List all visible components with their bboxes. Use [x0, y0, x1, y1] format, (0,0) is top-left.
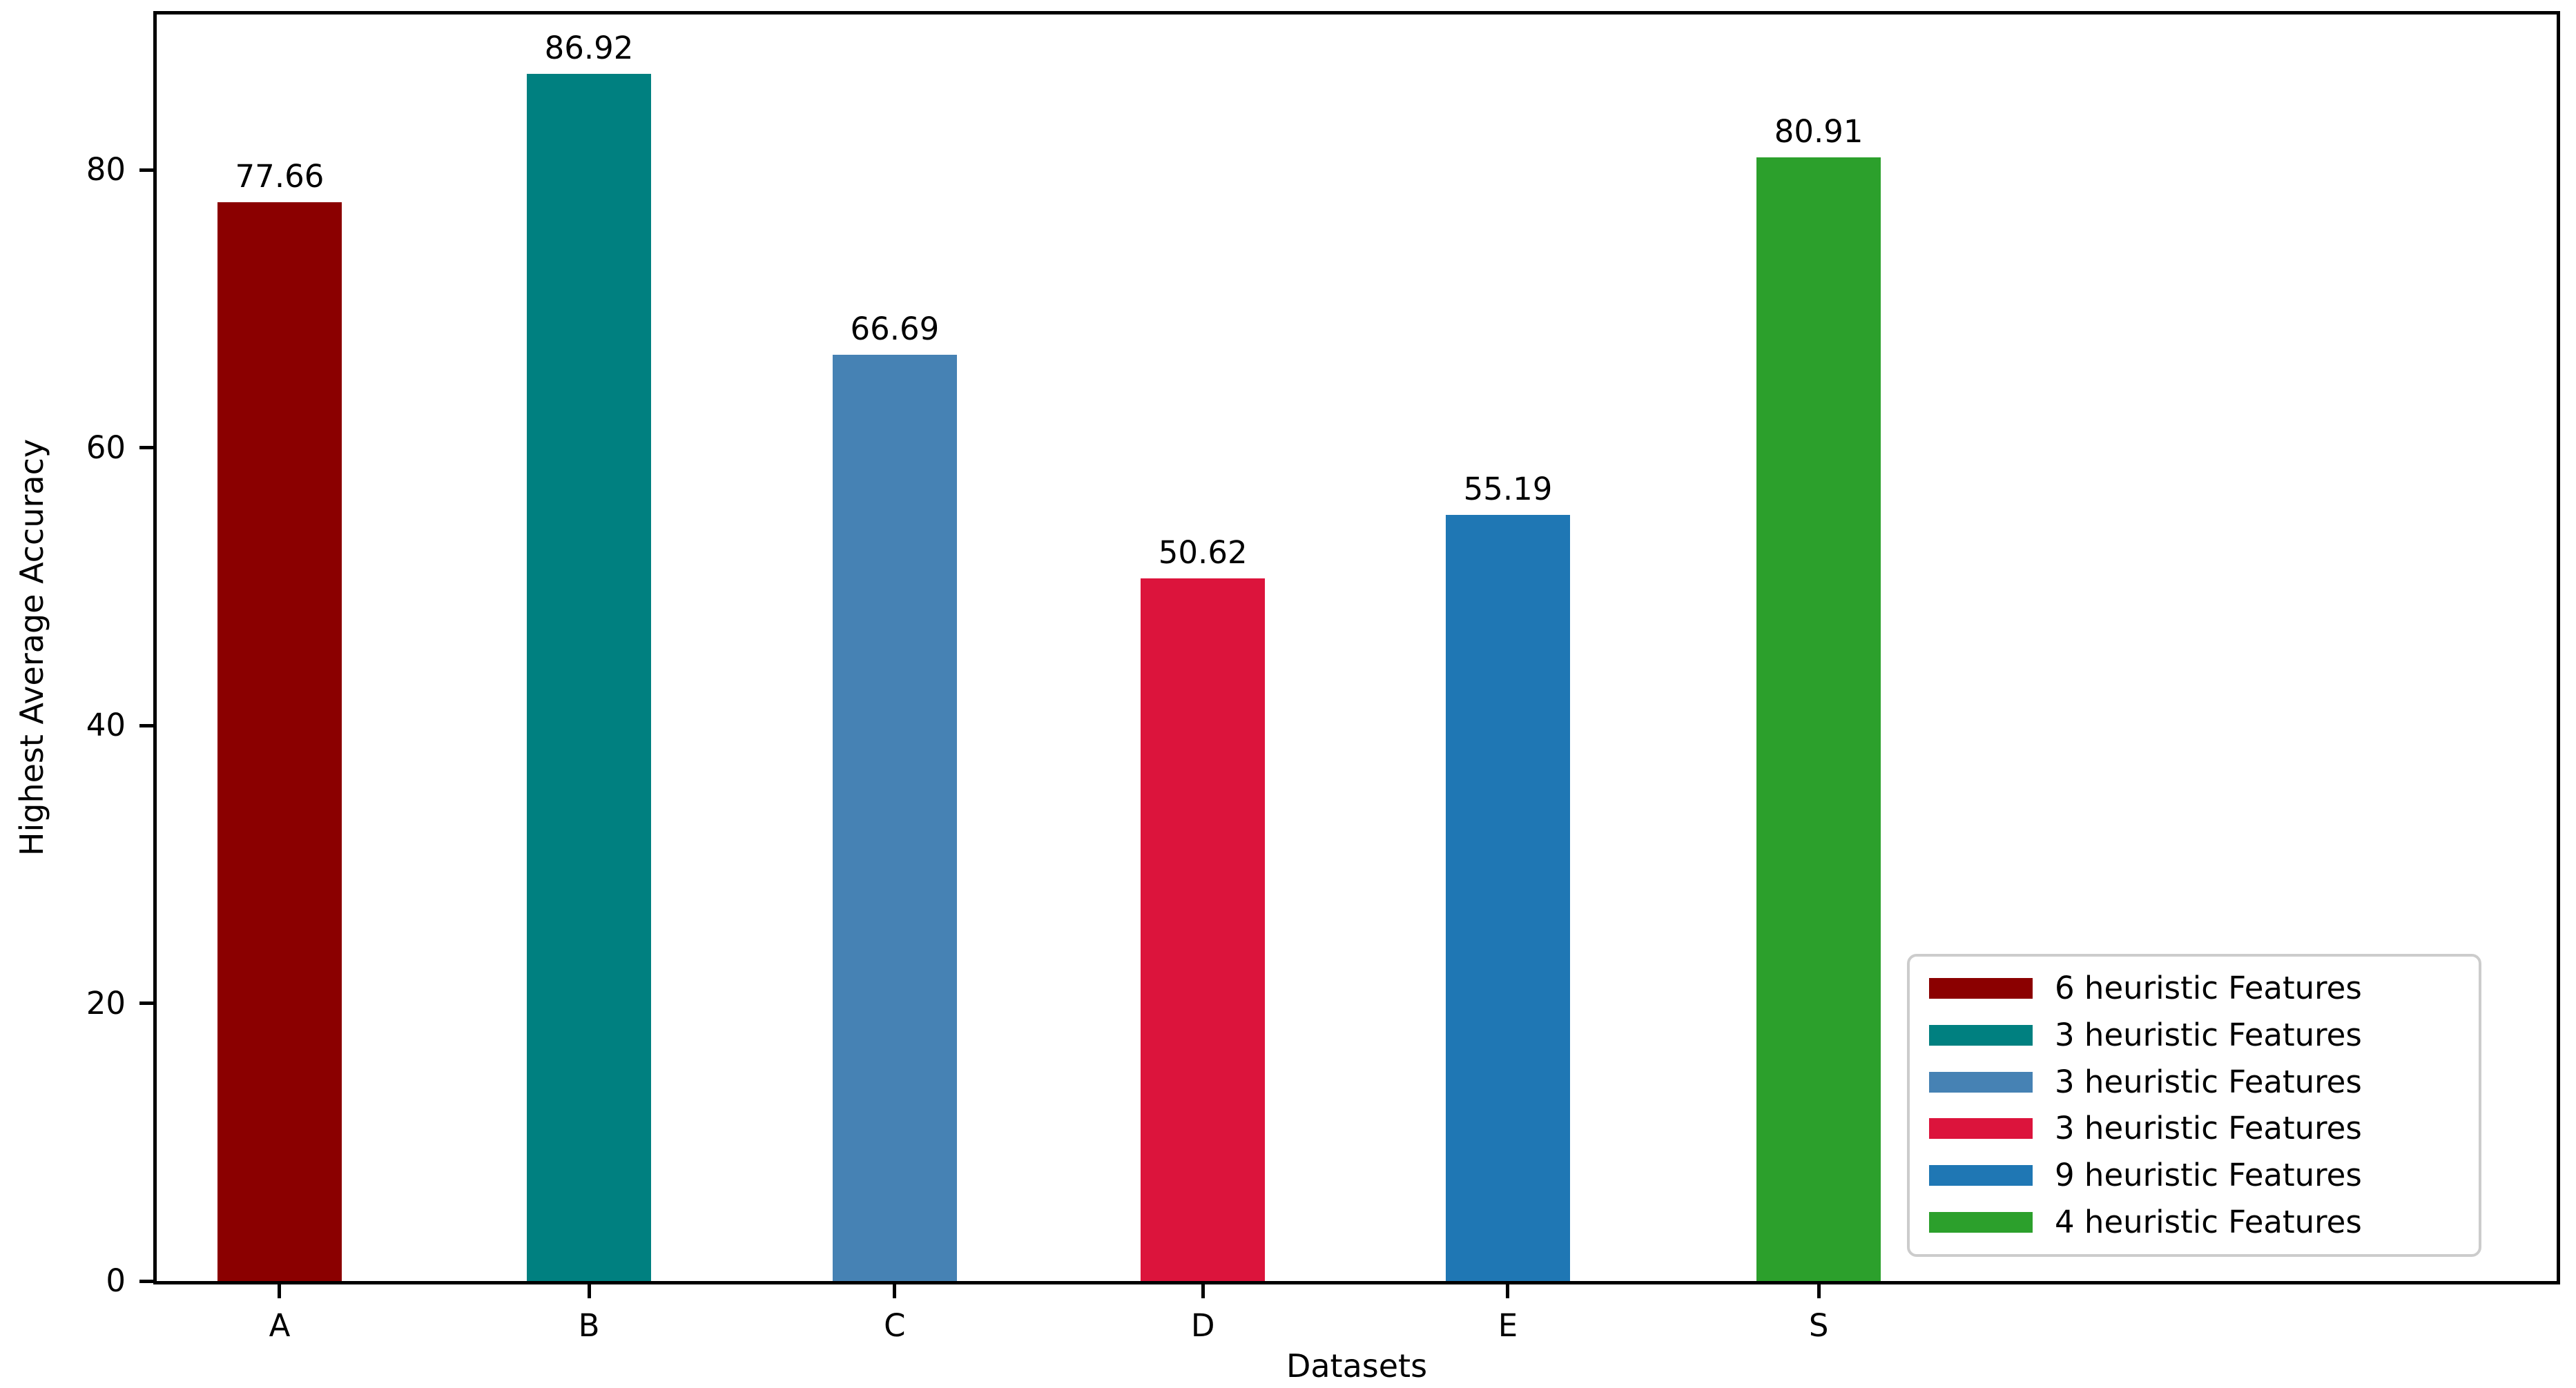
legend-swatch: [1929, 1212, 2033, 1233]
x-tick-label: S: [1808, 1307, 1829, 1344]
x-tick-mark: [893, 1284, 897, 1298]
legend-swatch: [1929, 1165, 2033, 1186]
y-tick-mark: [139, 1279, 153, 1283]
legend-item: 9 heuristic Features: [1929, 1157, 2459, 1193]
x-tick-mark: [1201, 1284, 1205, 1298]
legend-label: 3 heuristic Features: [2055, 1110, 2362, 1147]
bar-value-label: 50.62: [1158, 534, 1248, 571]
y-tick-label: 40: [86, 707, 126, 744]
y-tick-mark: [139, 1001, 153, 1006]
y-tick-mark: [139, 168, 153, 172]
x-tick-mark: [587, 1284, 591, 1298]
bar-A: [217, 202, 342, 1281]
x-tick-label: A: [269, 1307, 291, 1344]
bar-value-label: 80.91: [1774, 113, 1863, 150]
legend: 6 heuristic Features 3 heuristic Features…: [1907, 954, 2481, 1257]
y-tick-label: 20: [86, 984, 126, 1022]
y-tick-label: 60: [86, 429, 126, 466]
bar-value-label: 86.92: [544, 30, 634, 67]
x-tick-mark: [278, 1284, 282, 1298]
bar-S: [1756, 157, 1881, 1281]
legend-item: 3 heuristic Features: [1929, 1064, 2459, 1100]
bar-E: [1445, 514, 1570, 1281]
legend-item: 3 heuristic Features: [1929, 1111, 2459, 1146]
bar-D: [1141, 578, 1266, 1281]
x-tick-mark: [1817, 1284, 1821, 1298]
legend-label: 6 heuristic Features: [2055, 969, 2362, 1006]
y-tick-label: 80: [86, 151, 126, 188]
legend-label: 3 heuristic Features: [2055, 1063, 2362, 1100]
bar-value-label: 77.66: [235, 158, 325, 195]
legend-item: 4 heuristic Features: [1929, 1204, 2459, 1240]
bar-value-label: 66.69: [850, 311, 940, 348]
x-axis-label: Datasets: [1286, 1347, 1428, 1385]
legend-label: 3 heuristic Features: [2055, 1016, 2362, 1053]
legend-swatch: [1929, 1118, 2033, 1140]
x-tick-label: E: [1498, 1307, 1518, 1344]
legend-swatch: [1929, 1024, 2033, 1046]
y-tick-mark: [139, 446, 153, 450]
bar-C: [832, 355, 957, 1281]
plot-area: 0 20 40 60 80 A B C D E S 77.66 86.92 66.69 50.62 55.…: [86, 11, 2560, 1344]
legend-swatch: [1929, 977, 2033, 999]
legend-label: 9 heuristic Features: [2055, 1157, 2362, 1194]
legend-label: 4 heuristic Features: [2055, 1204, 2362, 1241]
x-tick-mark: [1506, 1284, 1510, 1298]
legend-item: 6 heuristic Features: [1929, 970, 2459, 1006]
legend-item: 3 heuristic Features: [1929, 1017, 2459, 1053]
y-axis-label: Highest Average Accuracy: [13, 438, 50, 857]
legend-swatch: [1929, 1071, 2033, 1093]
y-tick-mark: [139, 723, 153, 727]
y-tick-label: 0: [106, 1262, 126, 1299]
bar-B: [526, 74, 652, 1281]
x-tick-label: D: [1190, 1307, 1215, 1344]
bar-value-label: 55.19: [1463, 470, 1553, 507]
x-tick-label: C: [884, 1307, 906, 1344]
x-tick-label: B: [578, 1307, 600, 1344]
